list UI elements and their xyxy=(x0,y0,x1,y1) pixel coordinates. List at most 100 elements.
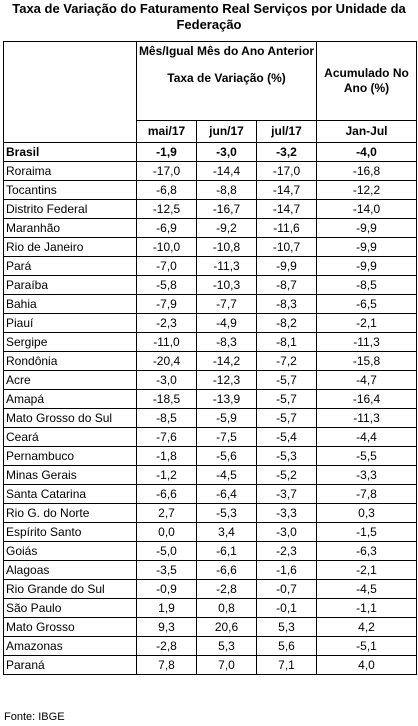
jul-cell: -14,7 xyxy=(255,180,318,200)
jul-cell: -8,3 xyxy=(255,294,318,314)
may-cell: 2,7 xyxy=(136,503,197,523)
may-cell: -7,0 xyxy=(136,256,197,276)
may-cell: -1,2 xyxy=(136,465,197,485)
jul-cell: -8,2 xyxy=(255,313,318,333)
accumulated-cell: -12,2 xyxy=(316,180,418,200)
table-row: Mato Grosso 9,3 20,6 5,3 4,2 xyxy=(3,617,418,637)
accumulated-cell: -8,5 xyxy=(316,275,418,295)
jul-cell: -5,2 xyxy=(255,465,318,485)
header-month-jul: jul/17 xyxy=(255,120,318,143)
table-row: Bahia -7,9 -7,7 -8,3 -6,5 xyxy=(3,294,418,314)
accumulated-cell: -14,0 xyxy=(316,199,418,219)
jun-cell: -10,8 xyxy=(196,237,257,257)
jun-cell: -16,7 xyxy=(196,199,257,219)
state-cell: Paraíba xyxy=(3,275,137,295)
may-cell: -1,8 xyxy=(136,446,197,466)
jul-cell: -3,3 xyxy=(255,503,318,523)
jul-cell: -5,7 xyxy=(255,408,318,428)
table-row: Distrito Federal -12,5 -16,7 -14,7 -14,0 xyxy=(3,199,418,219)
jul-cell: -5,7 xyxy=(255,389,318,409)
table-row: Amapá -18,5 -13,9 -5,7 -16,4 xyxy=(3,389,418,409)
jul-cell: -2,3 xyxy=(255,541,318,561)
accumulated-cell: -11,3 xyxy=(316,332,418,352)
accumulated-cell: -3,3 xyxy=(316,465,418,485)
jun-cell: 3,4 xyxy=(196,522,257,542)
header-month-may: mai/17 xyxy=(136,120,197,143)
state-cell: Minas Gerais xyxy=(3,465,137,485)
table-row: Mato Grosso do Sul -8,5 -5,9 -5,7 -11,3 xyxy=(3,408,418,428)
table-row-brasil: Brasil -1,9 -3,0 -3,2 -4,0 xyxy=(3,142,418,162)
state-cell: Sergipe xyxy=(3,332,137,352)
state-cell: Distrito Federal xyxy=(3,199,137,219)
state-cell: Piauí xyxy=(3,313,137,333)
table-row: Rondônia -20,4 -14,2 -7,2 -15,8 xyxy=(3,351,418,371)
state-cell: Rio G. do Norte xyxy=(3,503,137,523)
accumulated-cell: -2,1 xyxy=(316,313,418,333)
jul-cell: -0,1 xyxy=(255,598,318,618)
may-cell: -7,9 xyxy=(136,294,197,314)
accumulated-cell: -4,4 xyxy=(316,427,418,447)
table-row: Santa Catarina -6,6 -6,4 -3,7 -7,8 xyxy=(3,484,418,504)
jun-cell: -2,8 xyxy=(196,579,257,599)
accumulated-cell: -9,9 xyxy=(316,256,418,276)
accumulated-cell: 4,0 xyxy=(316,655,418,675)
accumulated-cell: -4,0 xyxy=(316,142,418,162)
jun-cell: -14,4 xyxy=(196,161,257,181)
jul-cell: -11,6 xyxy=(255,218,318,238)
table-row: Pará -7,0 -11,3 -9,9 -9,9 xyxy=(3,256,418,276)
jul-cell: -8,1 xyxy=(255,332,318,352)
jul-cell: -1,6 xyxy=(255,560,318,580)
table-row: Alagoas -3,5 -6,6 -1,6 -2,1 xyxy=(3,560,418,580)
table-row: Goiás -5,0 -6,1 -2,3 -6,3 xyxy=(3,541,418,561)
may-cell: -7,6 xyxy=(136,427,197,447)
jun-cell: -5,3 xyxy=(196,503,257,523)
state-cell: Maranhão xyxy=(3,218,137,238)
state-cell: Mato Grosso xyxy=(3,617,137,637)
may-cell: 1,9 xyxy=(136,598,197,618)
state-cell: Rio de Janeiro xyxy=(3,237,137,257)
state-cell: Tocantins xyxy=(3,180,137,200)
accumulated-cell: -5,5 xyxy=(316,446,418,466)
jun-cell: 7,0 xyxy=(196,655,257,675)
accumulated-cell: -11,3 xyxy=(316,408,418,428)
jul-cell: 5,3 xyxy=(255,617,318,637)
table-row: Espírito Santo 0,0 3,4 -3,0 -1,5 xyxy=(3,522,418,542)
state-cell: Pará xyxy=(3,256,137,276)
jun-cell: -6,6 xyxy=(196,560,257,580)
jul-cell: -14,7 xyxy=(255,199,318,219)
jul-cell: -3,7 xyxy=(255,484,318,504)
table-title: Taxa de Variação do Faturamento Real Ser… xyxy=(12,1,406,32)
state-cell: Bahia xyxy=(3,294,137,314)
source-note: Fonte: IBGE xyxy=(4,711,65,723)
state-cell: Rondônia xyxy=(3,351,137,371)
accumulated-cell: -2,1 xyxy=(316,560,418,580)
accumulated-cell: -4,7 xyxy=(316,370,418,390)
state-cell: São Paulo xyxy=(3,598,137,618)
jun-cell: -7,7 xyxy=(196,294,257,314)
state-cell: Amazonas xyxy=(3,636,137,656)
header-group-monthly-label: Mês/Igual Mês do Ano Anterior xyxy=(138,44,315,58)
jun-cell: -10,3 xyxy=(196,275,257,295)
accumulated-cell: -9,9 xyxy=(316,218,418,238)
state-cell: Acre xyxy=(3,370,137,390)
table-row: Paraíba -5,8 -10,3 -8,7 -8,5 xyxy=(3,275,418,295)
jun-cell: -7,5 xyxy=(196,427,257,447)
accumulated-cell: -5,1 xyxy=(316,636,418,656)
header-blank-cell xyxy=(3,41,137,143)
jun-cell: 5,3 xyxy=(196,636,257,656)
jul-cell: -17,0 xyxy=(255,161,318,181)
table-body: Brasil -1,9 -3,0 -3,2 -4,0 Roraima -17,0 -14,4-… xyxy=(3,142,418,675)
may-cell: 7,8 xyxy=(136,655,197,675)
header-group-monthly: Mês/Igual Mês do Ano Anterior Taxa de Va… xyxy=(135,41,318,121)
jun-cell: -12,3 xyxy=(196,370,257,390)
header-jan-jul: Jan-Jul xyxy=(316,120,418,143)
accumulated-cell: -6,5 xyxy=(316,294,418,314)
jun-cell: -14,2 xyxy=(196,351,257,371)
accumulated-cell: 4,2 xyxy=(316,617,418,637)
jun-cell: -3,0 xyxy=(196,142,257,162)
jul-cell: -0,7 xyxy=(255,579,318,599)
table-row: Minas Gerais -1,2 -4,5 -5,2 -3,3 xyxy=(3,465,418,485)
jun-cell: 0,8 xyxy=(196,598,257,618)
state-cell: Paraná xyxy=(3,655,137,675)
jun-cell: -6,1 xyxy=(196,541,257,561)
